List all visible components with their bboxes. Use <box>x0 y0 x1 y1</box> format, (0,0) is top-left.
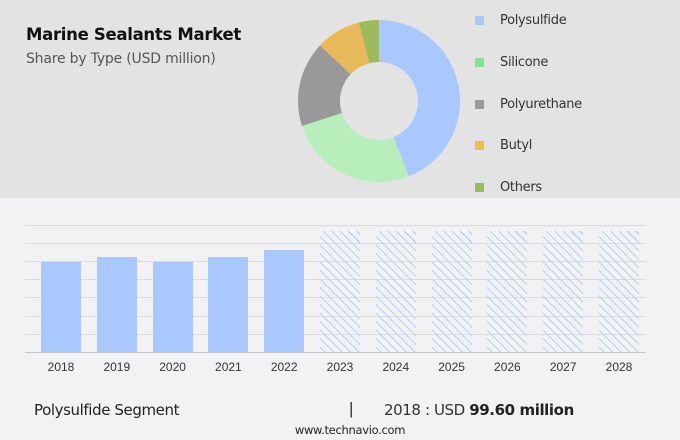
x-tick-label: 2028 <box>605 360 633 374</box>
x-tick-label: 2020 <box>159 360 186 374</box>
forecast-bar-2027 <box>543 231 584 352</box>
x-tick-label: 2019 <box>103 360 131 374</box>
donut-slice-polysulfide <box>379 20 460 177</box>
donut-slice-others <box>358 20 379 64</box>
x-tick-label: 2021 <box>215 360 242 374</box>
x-axis-baseline <box>25 352 646 353</box>
value-amount: 99.60 million <box>469 401 574 419</box>
bar-2019 <box>96 257 137 352</box>
x-tick-label: 2024 <box>382 360 410 374</box>
forecast-bar-2026 <box>487 231 528 352</box>
donut-slice-butyl <box>319 22 370 75</box>
legend-label: Polyurethane <box>500 96 582 112</box>
legend-item-others: Others <box>475 177 675 197</box>
x-tick-label: 2025 <box>438 360 465 374</box>
legend-swatch <box>475 99 484 109</box>
donut-slice-silicone <box>301 113 409 182</box>
legend-label: Butyl <box>500 137 533 153</box>
legend-item-polysulfide: Polysulfide <box>475 10 675 30</box>
donut-chart <box>298 20 460 182</box>
forecast-bar-2028 <box>599 231 639 352</box>
x-tick-label: 2018 <box>47 360 75 374</box>
segment-label: Polysulfide Segment <box>34 401 180 419</box>
legend-swatch <box>475 15 484 25</box>
x-tick-label: 2023 <box>326 360 354 374</box>
legend-swatch <box>475 182 484 192</box>
legend-swatch <box>475 140 484 150</box>
segment-value: 2018 : USD 99.60 million <box>384 401 574 419</box>
legend-item-silicone: Silicone <box>475 52 675 72</box>
x-tick-label: 2027 <box>549 360 577 374</box>
legend-item-butyl: Butyl <box>475 135 675 155</box>
legend-item-polyurethane: Polyurethane <box>475 94 675 114</box>
legend-label: Polysulfide <box>500 12 567 28</box>
bar-2018 <box>41 262 81 352</box>
bar-2021 <box>208 257 249 352</box>
bar-2020 <box>152 262 193 352</box>
x-tick-label: 2026 <box>494 360 521 374</box>
source-url: www.technavio.com <box>294 423 406 437</box>
forecast-bar-2025 <box>431 231 472 352</box>
bar-2022 <box>264 250 305 352</box>
x-tick-label: 2022 <box>270 360 298 374</box>
value-prefix: 2018 : USD <box>384 401 465 419</box>
footer-separator: | <box>349 399 354 418</box>
chart-title: Marine Sealants Market <box>26 25 241 44</box>
forecast-bar-2023 <box>320 231 360 352</box>
gridline <box>25 225 646 226</box>
legend-swatch <box>475 57 484 67</box>
legend-label: Silicone <box>500 54 549 70</box>
donut-slice-polyurethane <box>298 45 351 127</box>
forecast-bar-2024 <box>375 231 416 352</box>
legend-label: Others <box>500 179 542 195</box>
chart-subtitle: Share by Type (USD million) <box>26 51 216 67</box>
